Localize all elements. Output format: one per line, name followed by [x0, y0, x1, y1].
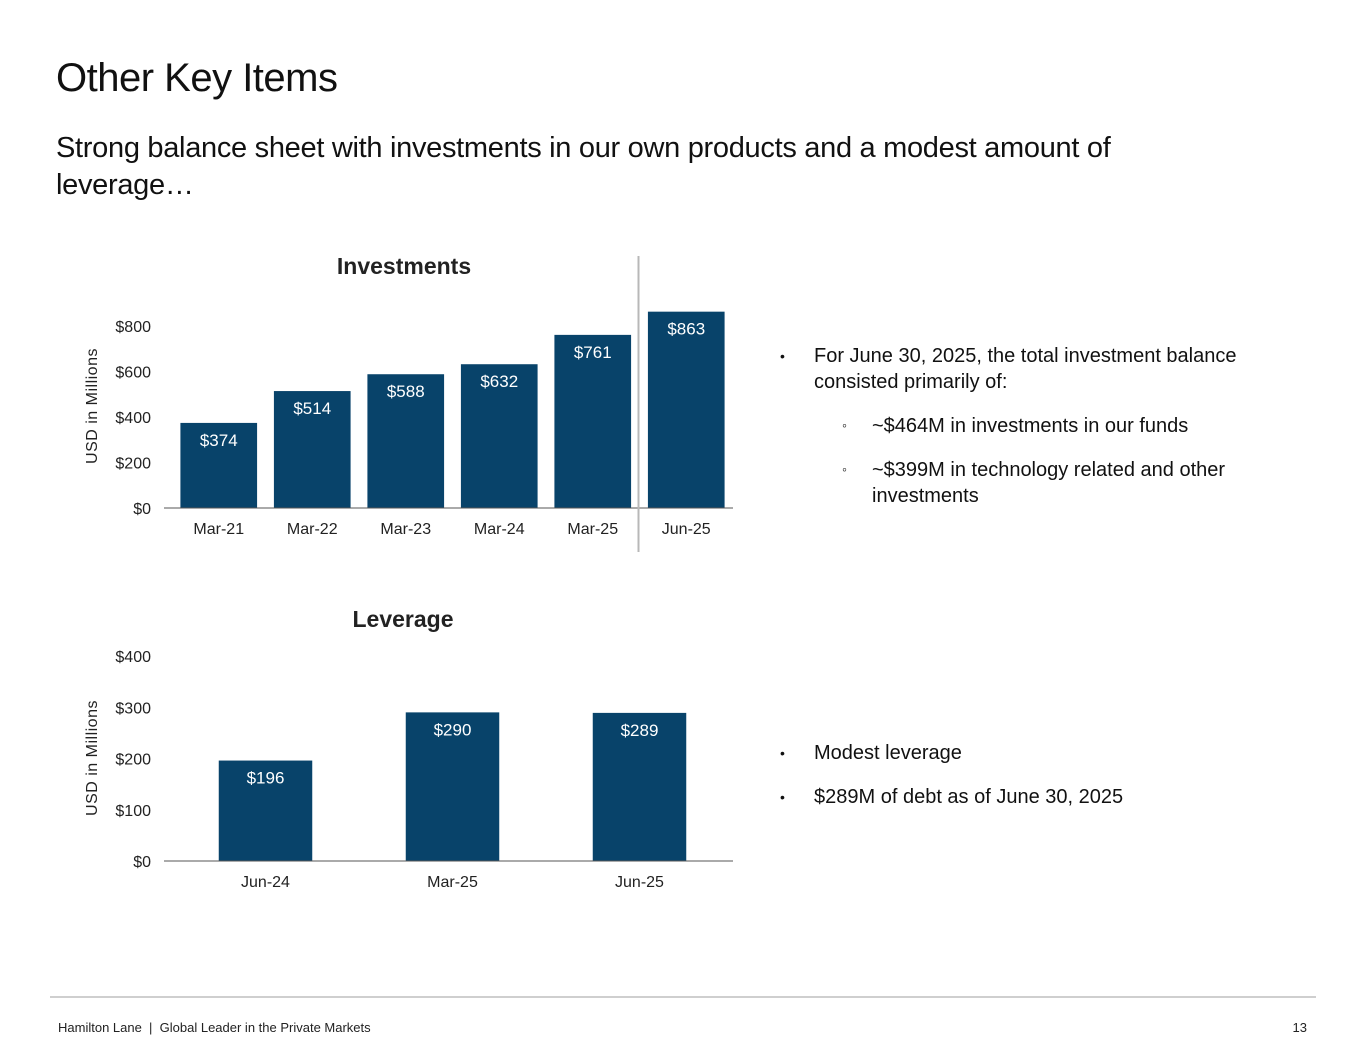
data-label: $863	[667, 320, 705, 339]
x-tick-label: Jun-25	[615, 874, 664, 891]
investments-notes: • For June 30, 2025, the total investmen…	[780, 343, 1300, 527]
leverage-bullet-debt: • $289M of debt as of June 30, 2025	[780, 784, 1300, 810]
data-label: $289	[621, 721, 659, 740]
y-axis-label: USD in Millions	[84, 700, 101, 816]
y-tick-label: $200	[115, 456, 151, 473]
y-tick-label: $400	[115, 649, 151, 666]
bar	[405, 712, 500, 861]
leverage-bullet-text: Modest leverage	[814, 742, 962, 764]
investments-sub-bullet-text: ~$464M in investments in our funds	[872, 415, 1189, 437]
x-tick-label: Mar-23	[380, 521, 431, 538]
bullet-icon: •	[780, 789, 785, 805]
bar	[554, 334, 632, 508]
y-tick-label: $0	[133, 501, 151, 518]
bar	[460, 364, 538, 508]
data-label: $290	[434, 720, 472, 739]
data-label: $196	[247, 769, 285, 788]
x-tick-label: Jun-24	[241, 874, 290, 891]
x-tick-label: Mar-25	[567, 521, 618, 538]
bar	[647, 311, 725, 508]
y-tick-label: $100	[115, 803, 151, 820]
bar	[180, 422, 258, 508]
leverage-bullet-modest: • Modest leverage	[780, 740, 1300, 766]
bar	[367, 374, 445, 508]
y-tick-label: $400	[115, 410, 151, 427]
x-tick-label: Jun-25	[662, 521, 711, 538]
data-label: $514	[293, 399, 331, 418]
data-label: $761	[574, 343, 612, 362]
x-tick-label: Mar-22	[287, 521, 338, 538]
x-tick-label: Mar-25	[427, 874, 478, 891]
investments-sub-bullet-text: ~$399M in technology related and other i…	[872, 459, 1226, 507]
page-number: 13	[1292, 1020, 1307, 1035]
leverage-bullet-text: $289M of debt as of June 30, 2025	[814, 786, 1124, 808]
sub-bullet-icon: ◦	[842, 461, 847, 477]
bullet-icon: •	[780, 348, 785, 364]
investments-sub-bullet-technology: ◦ ~$399M in technology related and other…	[842, 457, 1300, 509]
page-title: Other Key Items	[56, 56, 338, 100]
y-tick-label: $800	[115, 319, 151, 336]
x-tick-label: Mar-21	[193, 521, 244, 538]
chart-title: Leverage	[352, 606, 453, 632]
footer-text: Hamilton Lane | Global Leader in the Pri…	[58, 1020, 371, 1035]
bar	[218, 760, 313, 861]
y-tick-label: $200	[115, 752, 151, 769]
data-label: $374	[200, 431, 238, 450]
page-subtitle: Strong balance sheet with investments in…	[56, 132, 1111, 201]
investments-bullet-text: For June 30, 2025, the total investment …	[814, 345, 1237, 393]
bar	[592, 712, 687, 861]
data-label: $588	[387, 382, 425, 401]
footer-divider	[50, 996, 1316, 998]
y-axis-label: USD in Millions	[84, 348, 101, 464]
investments-bullet: • For June 30, 2025, the total investmen…	[780, 343, 1300, 395]
y-tick-label: $300	[115, 700, 151, 717]
investments-sub-bullet-funds: ◦ ~$464M in investments in our funds	[842, 413, 1300, 439]
x-tick-label: Mar-24	[474, 521, 525, 538]
sub-bullet-icon: ◦	[842, 417, 847, 433]
y-tick-label: $600	[115, 365, 151, 382]
y-tick-label: $0	[133, 854, 151, 871]
data-label: $632	[480, 372, 518, 391]
bar	[273, 391, 351, 508]
chart-title: Investments	[337, 253, 471, 279]
leverage-notes: • Modest leverage • $289M of debt as of …	[780, 740, 1300, 828]
bullet-icon: •	[780, 745, 785, 761]
